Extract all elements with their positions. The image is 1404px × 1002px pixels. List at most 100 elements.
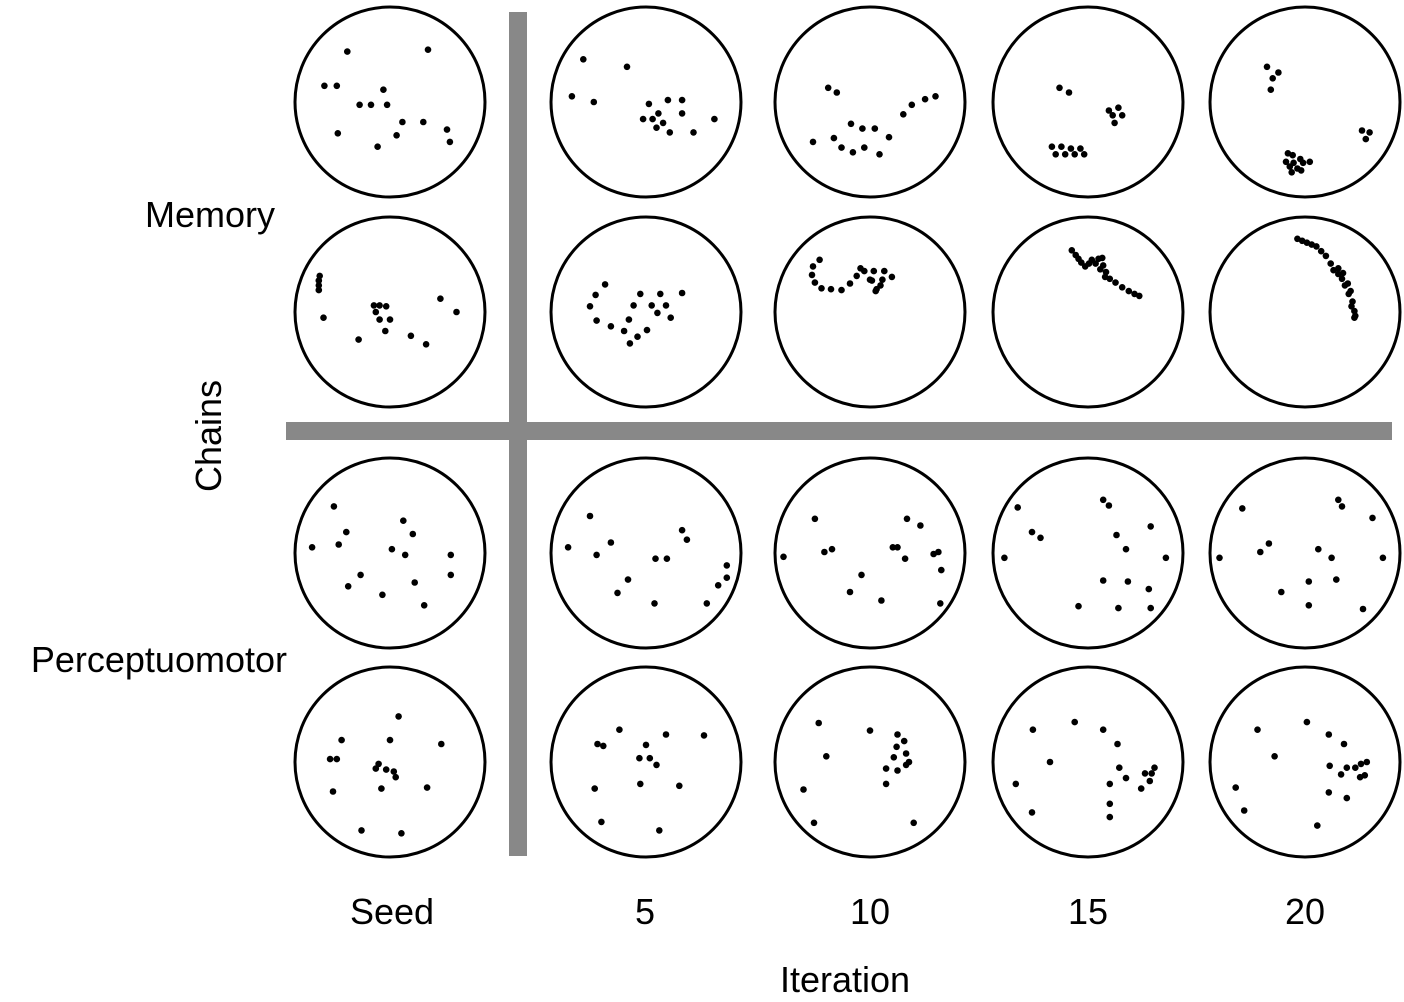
- data-dot: [723, 574, 731, 581]
- data-dot: [1105, 502, 1113, 509]
- data-dot: [382, 303, 390, 310]
- data-dot: [1012, 780, 1020, 788]
- data-dot: [900, 111, 907, 118]
- data-dot: [703, 600, 711, 607]
- data-dot: [889, 544, 897, 551]
- data-dot: [624, 576, 632, 583]
- data-dot: [600, 742, 607, 750]
- data-dot: [586, 303, 594, 310]
- data-dot: [861, 144, 868, 151]
- data-dot: [1322, 252, 1330, 260]
- data-dot: [386, 316, 394, 323]
- data-dot: [376, 302, 383, 309]
- data-dot: [392, 773, 400, 781]
- data-dot: [344, 48, 351, 55]
- data-dot: [664, 96, 672, 104]
- panel-memory-r1-seed: [293, 215, 487, 409]
- data-dot: [1335, 265, 1342, 272]
- data-dot: [1097, 266, 1104, 273]
- data-dot: [1348, 303, 1355, 310]
- data-dot: [827, 285, 835, 293]
- data-dot: [1297, 167, 1305, 174]
- data-dot: [910, 819, 917, 827]
- data-dot: [937, 600, 944, 607]
- data-dot: [808, 271, 816, 279]
- data-dot: [1269, 75, 1276, 82]
- data-dot: [866, 276, 874, 284]
- data-dot: [586, 512, 594, 520]
- data-dot: [330, 503, 338, 510]
- data-dot: [1080, 151, 1088, 158]
- data-dot: [690, 129, 697, 136]
- data-dot: [1052, 151, 1059, 158]
- panel-perceptuomotor-r2-seed: [293, 456, 487, 650]
- panel-perceptuomotor-r3-20: [1208, 665, 1402, 859]
- data-dot: [630, 302, 637, 309]
- data-dot: [1359, 605, 1367, 613]
- panel-circle: [549, 215, 743, 409]
- data-dot: [1125, 287, 1133, 295]
- panel-memory-r1-5: [549, 215, 743, 409]
- data-dot: [1162, 554, 1170, 562]
- data-dot: [334, 130, 342, 137]
- data-dot: [590, 98, 598, 106]
- data-dot: [594, 740, 601, 748]
- data-dot: [1257, 548, 1264, 556]
- data-dot: [1356, 773, 1364, 781]
- panel-circle: [549, 456, 743, 650]
- data-dot: [378, 785, 385, 792]
- data-dot: [626, 340, 634, 347]
- data-dot: [1092, 260, 1099, 267]
- data-dot: [714, 582, 722, 589]
- data-dot: [1347, 287, 1354, 295]
- data-dot: [649, 115, 656, 123]
- data-dot: [637, 780, 644, 788]
- data-dot: [876, 151, 883, 158]
- data-dot: [879, 276, 886, 284]
- panel-circle: [293, 665, 487, 859]
- panel-circle: [773, 215, 967, 409]
- data-dot: [1099, 496, 1107, 504]
- data-dot: [678, 96, 686, 104]
- data-dot: [1338, 503, 1346, 510]
- data-dot: [1286, 163, 1294, 170]
- data-dot: [1265, 540, 1273, 547]
- data-dot: [1118, 112, 1126, 119]
- data-dot: [1071, 718, 1078, 726]
- data-dot: [678, 526, 686, 534]
- data-dot: [1369, 514, 1376, 522]
- panel-memory-r0-seed: [293, 5, 487, 199]
- data-dot: [894, 544, 901, 551]
- panel-perceptuomotor-r3-10: [773, 665, 967, 859]
- data-dot: [1352, 764, 1359, 771]
- panel-perceptuomotor-r3-seed: [293, 665, 487, 859]
- data-dot: [1275, 69, 1282, 76]
- data-dot: [921, 95, 929, 103]
- panel-circle: [773, 5, 967, 199]
- data-dot: [1340, 740, 1348, 748]
- data-dot: [1147, 604, 1154, 612]
- panel-perceptuomotor-r3-5: [549, 665, 743, 859]
- panel-grid: [293, 5, 1402, 859]
- data-dot: [1327, 260, 1334, 267]
- data-dot: [838, 144, 845, 151]
- data-dot: [409, 530, 417, 538]
- data-dot: [1071, 151, 1078, 158]
- column-label-5: 5: [634, 891, 656, 932]
- data-dot: [830, 134, 838, 142]
- data-dot: [902, 750, 910, 757]
- data-dot: [1325, 731, 1333, 738]
- data-dot: [890, 754, 898, 761]
- panel-memory-r0-10: [773, 5, 967, 199]
- data-dot: [1122, 774, 1130, 782]
- data-dot: [1357, 760, 1365, 768]
- data-dot: [818, 285, 825, 292]
- data-dot: [623, 63, 631, 71]
- data-dot: [870, 267, 878, 275]
- data-dot: [1115, 104, 1122, 111]
- data-dot: [420, 602, 428, 609]
- data-dot: [853, 272, 860, 280]
- data-dot: [652, 555, 659, 562]
- data-dot: [1106, 813, 1114, 821]
